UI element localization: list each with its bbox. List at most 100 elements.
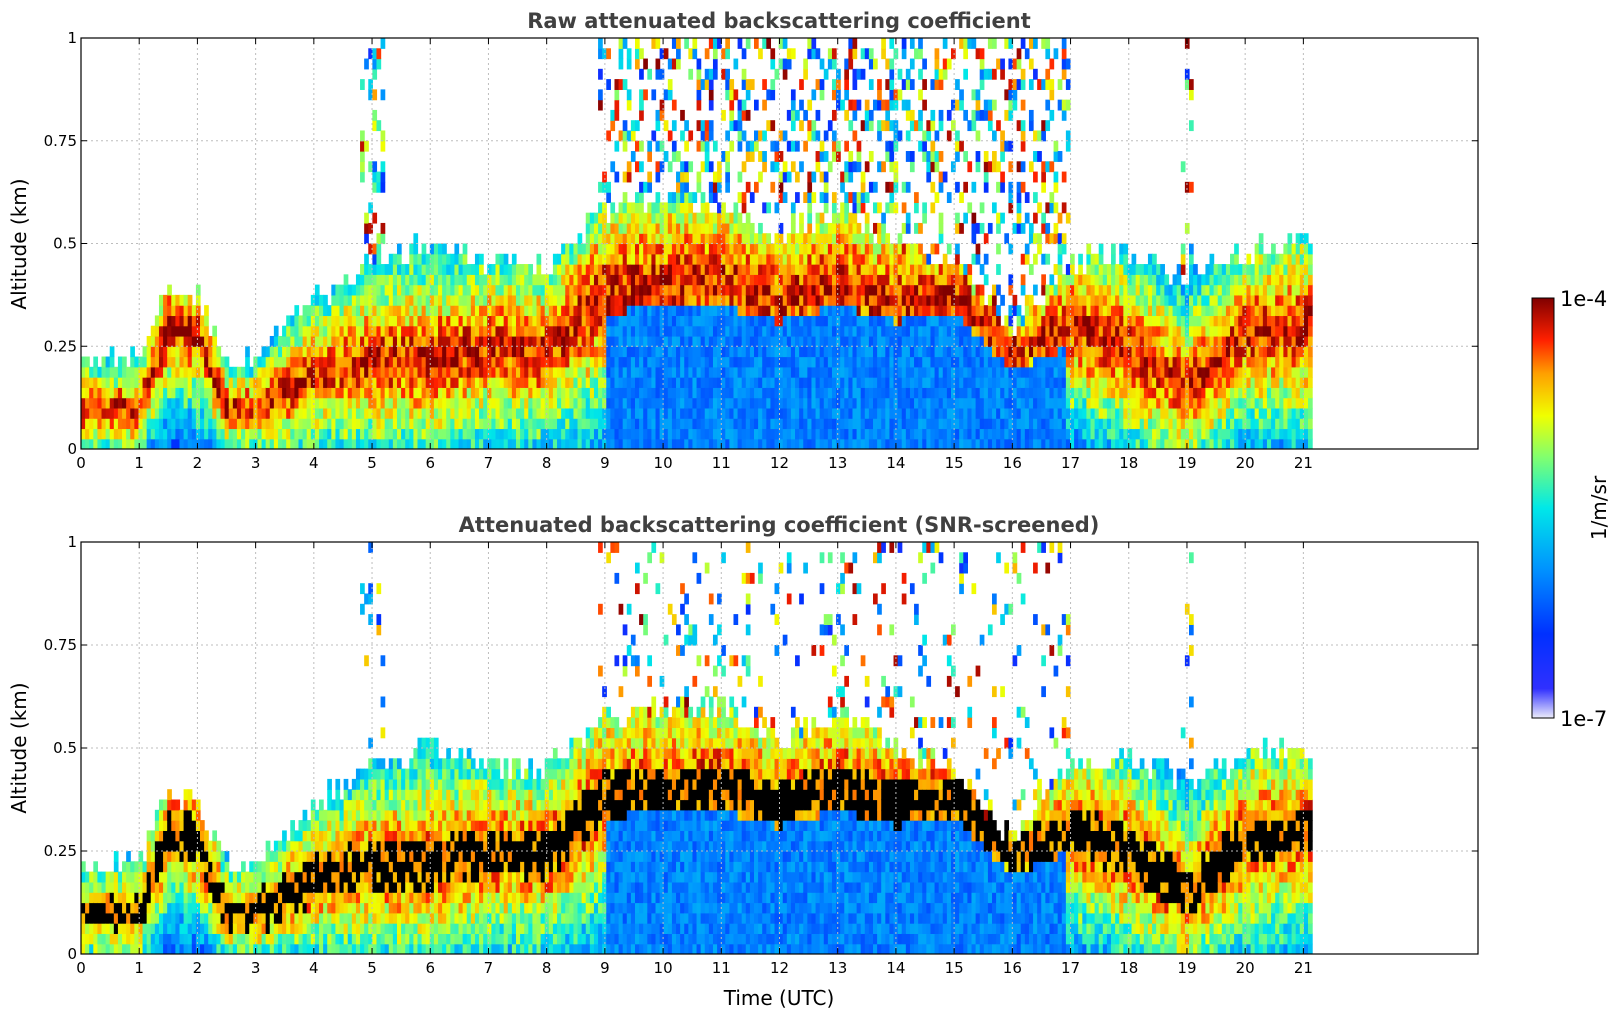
top-heat-cell — [881, 438, 886, 449]
top-heat-cell — [561, 366, 566, 378]
top-heat-cell — [745, 377, 751, 388]
top-heat-cell — [770, 387, 776, 399]
top-heat-cell — [622, 253, 628, 265]
top-heat-cell — [778, 192, 784, 203]
top-heat-cell — [409, 284, 414, 296]
top-heat-cell — [930, 79, 936, 90]
top-heat-cell — [622, 428, 628, 440]
top-heat-cell — [983, 68, 989, 80]
top-heat-cell — [667, 222, 673, 234]
top-heat-cell — [626, 387, 632, 399]
top-heat-cell — [466, 366, 472, 378]
top-heat-cell — [269, 335, 275, 347]
top-heat-cell — [573, 387, 579, 399]
top-heat-cell — [692, 305, 698, 317]
top-heat-cell — [967, 294, 973, 306]
top-heat-cell — [142, 356, 148, 368]
top-heat-cell — [273, 407, 279, 419]
top-heat-cell — [725, 366, 730, 378]
top-heat-cell — [790, 89, 796, 101]
top-heat-cell — [466, 315, 472, 327]
top-heat-cell — [606, 264, 611, 275]
top-heat-cell — [187, 377, 193, 388]
top-heat-cell — [565, 305, 570, 317]
top-heat-cell — [889, 192, 895, 203]
top-heat-cell — [634, 397, 640, 409]
top-heat-cell — [836, 356, 841, 368]
top-heat-cell — [540, 325, 546, 337]
top-heat-cell — [405, 284, 410, 296]
top-heat-cell — [122, 366, 127, 378]
top-heat-cell — [277, 366, 283, 378]
top-heat-cell — [618, 284, 624, 296]
top-heat-cell — [877, 325, 882, 337]
top-heat-cell — [81, 377, 86, 388]
top-heat-cell — [926, 325, 932, 337]
top-heat-cell — [831, 79, 837, 90]
top-heat-cell — [376, 397, 382, 409]
top-heat-cell — [671, 407, 677, 419]
top-heat-cell — [614, 335, 620, 347]
top-heat-cell — [417, 428, 423, 440]
top-heat-cell — [1045, 335, 1051, 347]
top-heat-cell — [823, 151, 829, 162]
top-heat-cell — [257, 377, 263, 388]
top-heat-cell — [405, 387, 410, 399]
top-heat-cell — [593, 356, 599, 368]
top-heat-cell — [298, 325, 304, 337]
top-heat-cell — [598, 428, 603, 440]
top-heat-cell — [286, 418, 291, 430]
top-heat-cell — [688, 428, 694, 440]
top-heat-cell — [630, 315, 636, 327]
top-heat-cell — [565, 438, 570, 449]
top-heat-cell — [154, 407, 160, 419]
top-heat-cell — [655, 253, 661, 265]
top-heat-cell — [130, 356, 135, 368]
top-heat-cell — [959, 294, 964, 306]
top-heat-cell — [503, 407, 509, 419]
top-heat-cell — [790, 253, 796, 265]
top-heat-cell — [725, 428, 730, 440]
top-heat-cell — [331, 335, 337, 347]
top-heat-cell — [684, 202, 689, 214]
top-heat-cell — [507, 305, 513, 317]
top-heat-cell — [745, 305, 751, 317]
top-heat-cell — [942, 356, 948, 368]
top-heat-cell — [692, 192, 698, 203]
top-heat-cell — [634, 274, 640, 286]
top-heat-cell — [368, 377, 373, 388]
top-heat-cell — [840, 356, 845, 368]
top-heat-cell — [438, 335, 443, 347]
top-heat-cell — [487, 356, 492, 368]
top-heat-cell — [101, 418, 107, 430]
top-heat-cell — [643, 397, 648, 409]
top-heat-cell — [848, 377, 854, 388]
top-heat-cell — [195, 438, 201, 449]
top-heat-cell — [729, 377, 735, 388]
top-heat-cell — [770, 181, 776, 193]
top-heat-cell — [154, 356, 160, 368]
top-heat-cell — [569, 377, 575, 388]
top-heat-cell — [630, 151, 636, 162]
top-heat-cell — [552, 264, 558, 275]
top-heat-cell — [955, 243, 960, 255]
top-heat-cell — [737, 171, 743, 183]
top-heat-cell — [171, 366, 176, 378]
top-heat-cell — [950, 264, 956, 275]
top-heat-cell — [204, 428, 209, 440]
top-heat-cell — [343, 438, 349, 449]
top-heat-cell — [458, 428, 464, 440]
top-heat-cell — [339, 418, 345, 430]
top-heat-cell — [614, 89, 620, 101]
top-heat-cell — [926, 274, 932, 286]
top-heat-cell — [811, 243, 817, 255]
top-heat-cell — [392, 264, 398, 275]
top-heat-cell — [881, 397, 886, 409]
top-heat-cell — [335, 315, 341, 327]
top-heat-cell — [803, 335, 808, 347]
top-heat-cell — [589, 377, 595, 388]
top-heat-cell — [737, 109, 743, 121]
top-heat-cell — [634, 438, 640, 449]
top-heat-cell — [499, 346, 505, 358]
top-heat-cell — [671, 366, 677, 378]
